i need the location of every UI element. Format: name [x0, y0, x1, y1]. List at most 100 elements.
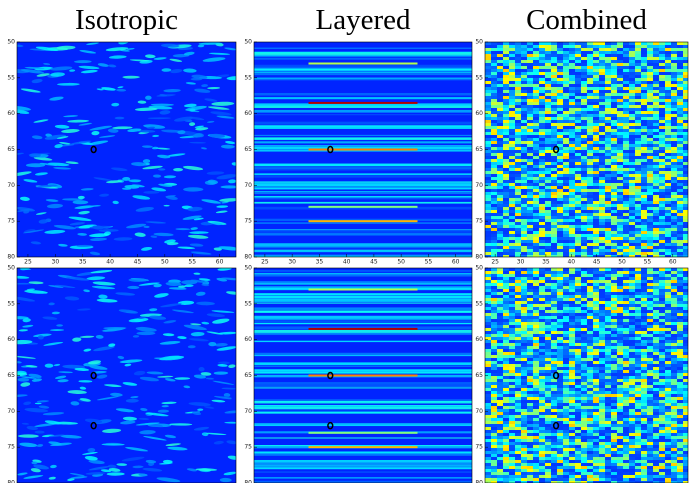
texture — [527, 54, 533, 57]
texture — [485, 75, 491, 78]
texture — [647, 385, 653, 388]
texture — [671, 271, 677, 274]
texture — [623, 87, 629, 90]
texture — [671, 156, 677, 159]
texture — [635, 150, 641, 153]
texture — [533, 382, 539, 385]
x-tick-label: 45 — [593, 259, 601, 266]
texture — [521, 322, 527, 325]
texture — [593, 66, 599, 69]
texture — [611, 343, 617, 346]
texture — [623, 231, 629, 234]
texture — [533, 328, 539, 331]
texture — [665, 340, 671, 343]
y-tick-label: 50 — [244, 39, 252, 46]
texture — [605, 337, 611, 340]
texture — [533, 150, 539, 153]
texture — [575, 346, 581, 349]
texture — [521, 99, 527, 102]
texture — [515, 84, 521, 87]
texture — [557, 304, 563, 307]
texture — [527, 102, 533, 105]
texture — [635, 231, 641, 234]
texture — [539, 141, 545, 144]
texture — [635, 358, 641, 361]
texture — [497, 177, 503, 180]
texture — [539, 418, 545, 421]
texture — [515, 126, 521, 129]
texture — [677, 126, 683, 129]
texture — [641, 84, 647, 87]
texture — [659, 213, 665, 216]
texture — [254, 423, 472, 425]
texture — [623, 334, 629, 337]
texture — [515, 102, 521, 105]
texture — [491, 228, 497, 231]
texture — [641, 349, 647, 352]
texture — [599, 189, 605, 192]
texture — [545, 418, 551, 421]
texture — [665, 373, 671, 376]
texture — [521, 400, 527, 403]
texture — [605, 165, 611, 168]
texture — [527, 153, 533, 156]
texture — [653, 231, 659, 234]
texture — [557, 75, 563, 78]
texture — [665, 388, 671, 391]
texture — [533, 415, 539, 418]
texture — [617, 78, 623, 81]
texture — [587, 153, 593, 156]
texture — [677, 42, 683, 45]
texture — [497, 367, 503, 370]
texture — [677, 231, 683, 234]
texture — [641, 364, 647, 367]
texture — [515, 195, 521, 198]
texture — [593, 292, 599, 295]
texture — [599, 379, 605, 382]
texture — [575, 277, 581, 280]
texture — [545, 189, 551, 192]
texture — [629, 249, 635, 252]
texture — [611, 60, 617, 63]
texture — [485, 271, 491, 274]
texture — [533, 268, 539, 271]
texture — [659, 111, 665, 114]
texture — [635, 346, 641, 349]
texture — [623, 379, 629, 382]
texture — [647, 93, 653, 96]
texture — [635, 237, 641, 240]
texture — [611, 240, 617, 243]
texture — [485, 180, 491, 183]
texture — [623, 165, 629, 168]
texture — [533, 57, 539, 60]
texture — [533, 99, 539, 102]
texture — [575, 51, 581, 54]
texture — [635, 292, 641, 295]
texture — [617, 337, 623, 340]
texture — [569, 415, 575, 418]
texture — [563, 325, 569, 328]
texture — [563, 222, 569, 225]
texture — [491, 132, 497, 135]
texture — [623, 388, 629, 391]
texture — [647, 144, 653, 147]
texture — [491, 355, 497, 358]
texture — [491, 159, 497, 162]
texture — [647, 216, 653, 219]
texture — [563, 141, 569, 144]
texture — [491, 84, 497, 87]
texture — [653, 159, 659, 162]
texture — [497, 195, 503, 198]
texture — [641, 213, 647, 216]
texture — [557, 123, 563, 126]
texture — [527, 144, 533, 147]
texture — [545, 277, 551, 280]
texture — [551, 165, 557, 168]
texture — [533, 93, 539, 96]
texture — [509, 286, 515, 289]
texture — [665, 304, 671, 307]
texture — [665, 391, 671, 394]
texture — [659, 54, 665, 57]
texture — [659, 385, 665, 388]
texture — [551, 57, 557, 60]
